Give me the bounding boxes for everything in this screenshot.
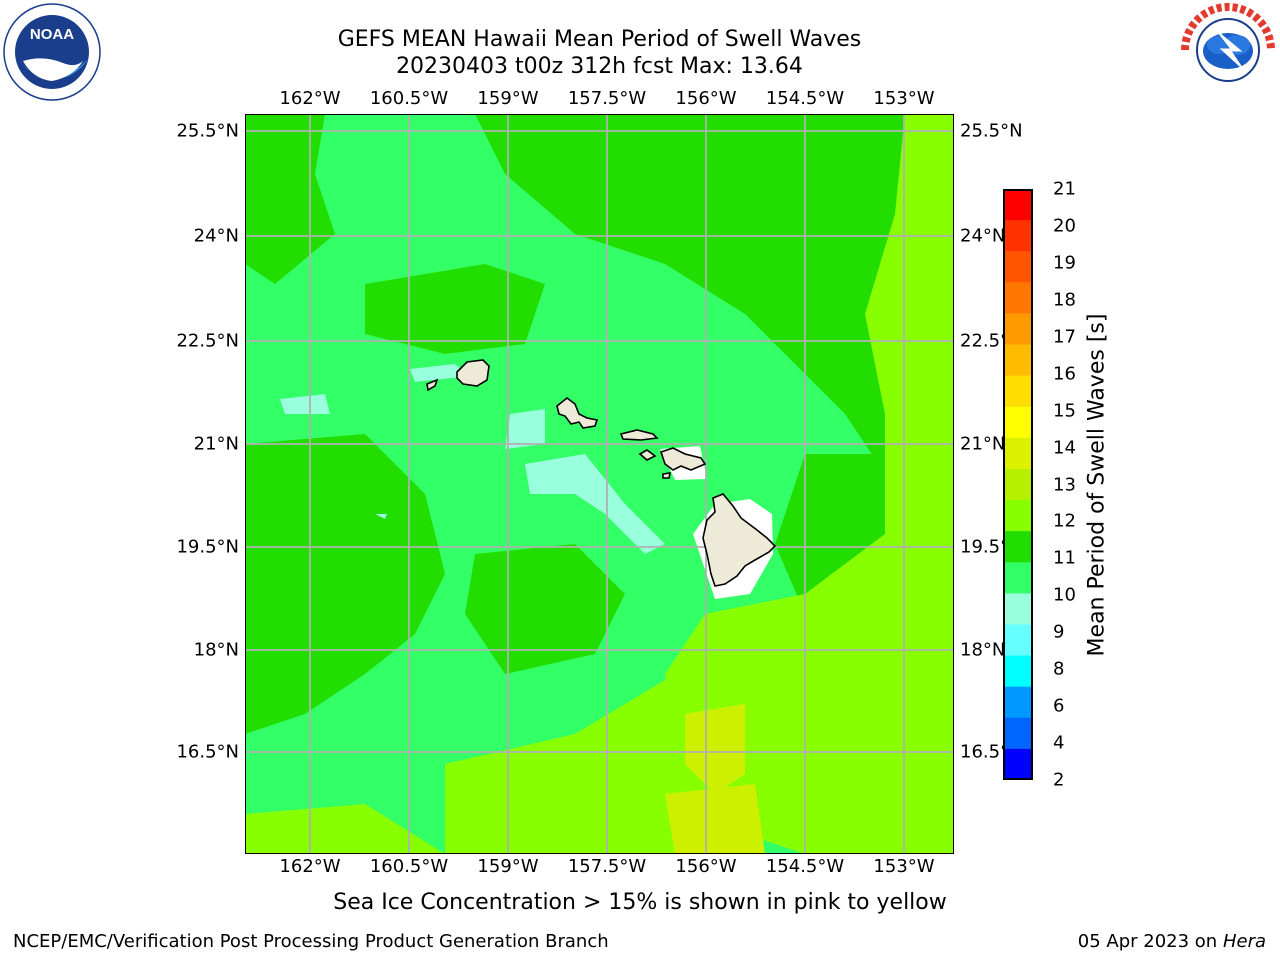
map-title: GEFS MEAN Hawaii Mean Period of Swell Wa… xyxy=(337,27,862,52)
colorbar-swatch xyxy=(1003,313,1033,346)
lon-tick-bottom: 156°W xyxy=(675,856,737,877)
colorbar-swatch xyxy=(1003,500,1033,532)
colorbar-swatch xyxy=(1003,344,1033,377)
lon-tick-top: 159°W xyxy=(477,88,539,109)
kahoolawe-island xyxy=(662,472,672,479)
lat-tick-left: 16.5°N xyxy=(176,741,239,763)
colorbar-tick-label: 15 xyxy=(1053,400,1076,422)
lon-tick-bottom: 154.5°W xyxy=(765,856,845,877)
nws-logo xyxy=(1179,1,1277,99)
colorbar-swatch xyxy=(1003,468,1033,501)
lon-tick-top: 157.5°W xyxy=(567,88,647,109)
colorbar-swatch xyxy=(1003,189,1033,221)
run-date: 05 Apr 2023 on Hera xyxy=(1078,931,1266,952)
colorbar-tick-label: 21 xyxy=(1053,178,1076,200)
credit-text: NCEP/EMC/Verification Post Processing Pr… xyxy=(13,931,609,952)
lon-tick-top: 160.5°W xyxy=(369,88,449,109)
swell-period-map[interactable] xyxy=(245,114,954,854)
colorbar-swatch xyxy=(1003,593,1033,625)
field-9s xyxy=(280,394,330,414)
lat-tick-right: 24°N xyxy=(960,225,1006,247)
colorbar-tick-label: 4 xyxy=(1053,732,1065,754)
oahu-island xyxy=(556,396,599,429)
lon-tick-bottom: 157.5°W xyxy=(567,856,647,877)
field-9s xyxy=(525,454,665,554)
colorbar-swatch xyxy=(1003,437,1033,470)
lanai-island xyxy=(638,449,657,461)
colorbar-tick-label: 18 xyxy=(1053,289,1076,311)
colorbar-tick-label: 12 xyxy=(1053,510,1076,532)
colorbar-swatch xyxy=(1003,748,1033,781)
field-12s xyxy=(665,114,954,854)
lon-tick-top: 153°W xyxy=(873,88,935,109)
colorbar-tick-label: 14 xyxy=(1053,437,1076,459)
colorbar-swatch xyxy=(1003,406,1033,439)
colorbar-swatch xyxy=(1003,562,1033,594)
field-13s xyxy=(685,704,745,794)
lon-tick-top: 156°W xyxy=(675,88,737,109)
field-11s xyxy=(245,114,335,284)
lon-tick-bottom: 153°W xyxy=(873,856,935,877)
lon-tick-top: 154.5°W xyxy=(765,88,845,109)
field-11s xyxy=(465,544,625,674)
maui-island xyxy=(659,447,707,471)
graticule xyxy=(245,114,954,854)
colorbar-swatch xyxy=(1003,251,1033,283)
lat-tick-left: 25.5°N xyxy=(176,120,239,142)
colorbar-tick-label: 10 xyxy=(1053,584,1076,606)
field-9s xyxy=(410,364,470,382)
colorbar-swatch xyxy=(1003,717,1033,750)
field-9s xyxy=(375,514,387,519)
lat-tick-left: 19.5°N xyxy=(176,536,239,558)
field-11s xyxy=(245,434,445,734)
date-text: 05 Apr 2023 on xyxy=(1077,931,1218,952)
colorbar-title: Mean Period of Swell Waves [s] xyxy=(1084,313,1110,657)
colorbar-swatch xyxy=(1003,655,1033,688)
colorbar-tick-label: 16 xyxy=(1053,363,1076,385)
field-9s xyxy=(505,409,545,449)
colorbar-tick-label: 8 xyxy=(1053,658,1065,680)
map-subtitle: 20230403 t00z 312h fcst Max: 13.64 xyxy=(396,54,803,79)
field-13s xyxy=(665,784,765,854)
colorbar-tick-label: 13 xyxy=(1053,474,1076,495)
colorbar-tick-label: 19 xyxy=(1053,252,1076,274)
colorbar-swatch xyxy=(1003,686,1033,719)
lat-tick-right: 25.5°N xyxy=(960,120,1023,142)
colorbar-tick-label: 20 xyxy=(1053,215,1076,237)
colorbar-swatch xyxy=(1003,375,1033,408)
field-11s xyxy=(365,264,545,354)
svg-text:NOAA: NOAA xyxy=(30,26,74,43)
lat-tick-left: 18°N xyxy=(193,639,239,661)
hawaiian-islands xyxy=(426,359,777,587)
colorbar-tick-label: 11 xyxy=(1053,547,1076,569)
sea-ice-note: Sea Ice Concentration > 15% is shown in … xyxy=(333,890,947,915)
lat-tick-left: 24°N xyxy=(193,225,239,247)
noaa-logo: NOAA xyxy=(3,3,101,101)
big-island-hawaii xyxy=(702,493,777,587)
kauai-island xyxy=(456,359,490,387)
lon-tick-top: 162°W xyxy=(279,88,341,109)
colorbar-tick-label: 17 xyxy=(1053,326,1076,348)
lat-tick-right: 21°N xyxy=(960,433,1006,455)
colorbar xyxy=(1003,189,1033,781)
host-name: Hera xyxy=(1222,931,1266,952)
field-11s xyxy=(475,114,954,474)
lon-tick-bottom: 160.5°W xyxy=(369,856,449,877)
colorbar-tick-label: 9 xyxy=(1053,621,1065,643)
molokai-island xyxy=(619,429,659,441)
field-12s xyxy=(445,674,705,854)
lat-tick-right: 18°N xyxy=(960,639,1006,661)
colorbar-swatch xyxy=(1003,624,1033,657)
lon-tick-bottom: 162°W xyxy=(279,856,341,877)
field-12s xyxy=(245,804,445,854)
lat-tick-left: 21°N xyxy=(193,433,239,455)
colorbar-swatch xyxy=(1003,282,1033,314)
lat-tick-left: 22.5°N xyxy=(176,330,239,352)
niihau-island xyxy=(426,378,439,392)
lon-tick-bottom: 159°W xyxy=(477,856,539,877)
colorbar-tick-label: 2 xyxy=(1053,769,1065,791)
colorbar-swatch xyxy=(1003,220,1033,252)
colorbar-swatch xyxy=(1003,531,1033,563)
colorbar-tick-label: 6 xyxy=(1053,695,1065,717)
